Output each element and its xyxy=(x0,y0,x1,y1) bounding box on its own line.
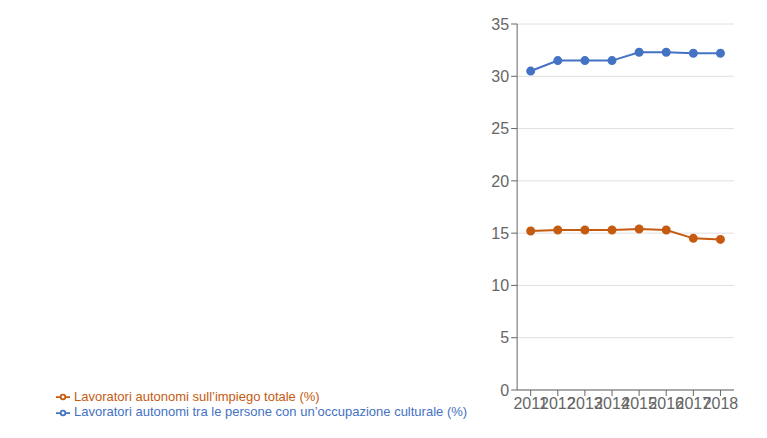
svg-text:2013: 2013 xyxy=(567,395,603,413)
html-text:Lavoratori autonomi sull’impie: Lavoratori autonomi sull’impiego totale … xyxy=(74,388,320,404)
svg-text:20: 20 xyxy=(491,173,509,190)
svg-text:2011: 2011 xyxy=(513,395,548,413)
svg-text:30: 30 xyxy=(491,68,509,85)
svg-text:2014: 2014 xyxy=(594,395,630,413)
html-text:Lavoratori autonomi tra le per: Lavoratori autonomi tra le persone con u… xyxy=(74,404,468,420)
svg-text:35: 35 xyxy=(491,16,509,33)
svg-text:0: 0 xyxy=(500,382,509,399)
svg-text:5: 5 xyxy=(500,329,509,346)
svg-text:2015: 2015 xyxy=(621,395,657,413)
svg-text:10: 10 xyxy=(491,277,509,294)
svg-text:2018: 2018 xyxy=(703,395,739,412)
svg-text:15: 15 xyxy=(491,225,509,242)
svg-text:2012: 2012 xyxy=(540,395,576,413)
svg-text:25: 25 xyxy=(491,120,509,137)
svg-text:2016: 2016 xyxy=(648,395,684,413)
svg-text:2017: 2017 xyxy=(675,395,712,413)
